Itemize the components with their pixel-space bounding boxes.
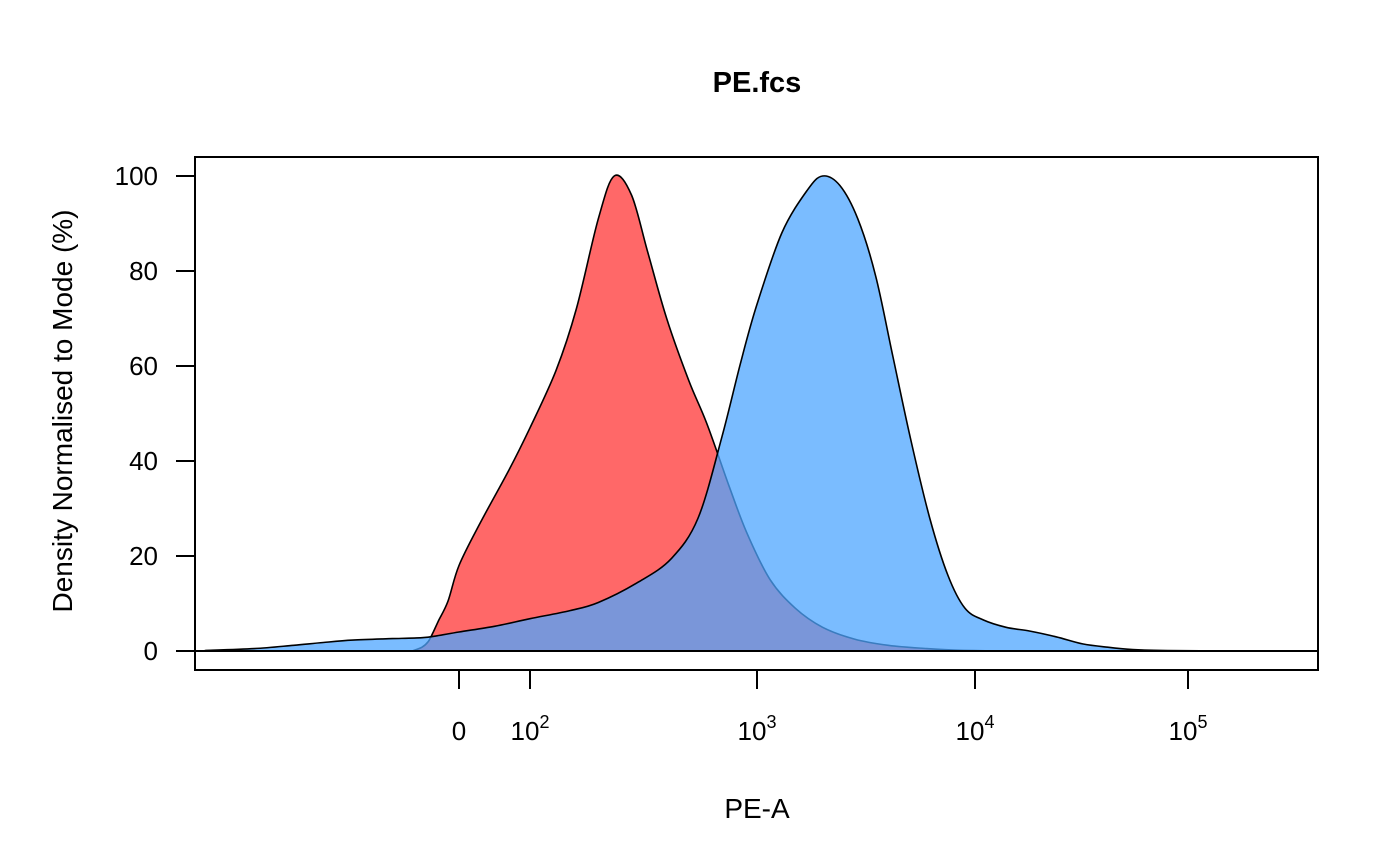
x-axis: 0 102 103 104 105 <box>452 670 1208 746</box>
chart-title: PE.fcs <box>713 67 802 99</box>
x-tick-label-1: 102 <box>511 712 550 746</box>
density-area-2 <box>204 175 1319 652</box>
x-tick-label-4: 105 <box>1169 712 1208 746</box>
x-tick-label-2: 103 <box>738 712 777 746</box>
y-tick-label-5: 100 <box>115 161 158 191</box>
plot-area <box>194 156 1319 671</box>
x-axis-label: PE-A <box>724 793 790 824</box>
series-layer <box>204 174 1319 652</box>
x-tick-label-0: 0 <box>452 716 466 746</box>
y-tick-label-0: 0 <box>144 636 158 666</box>
x-tick-label-3: 104 <box>956 712 995 746</box>
y-tick-label-1: 20 <box>129 541 158 571</box>
y-axis: 0 20 40 60 80 100 <box>115 161 195 666</box>
y-tick-label-3: 60 <box>129 351 158 381</box>
y-tick-label-4: 80 <box>129 256 158 286</box>
y-axis-label: Density Normalised to Mode (%) <box>47 209 78 612</box>
y-tick-label-2: 40 <box>129 446 158 476</box>
